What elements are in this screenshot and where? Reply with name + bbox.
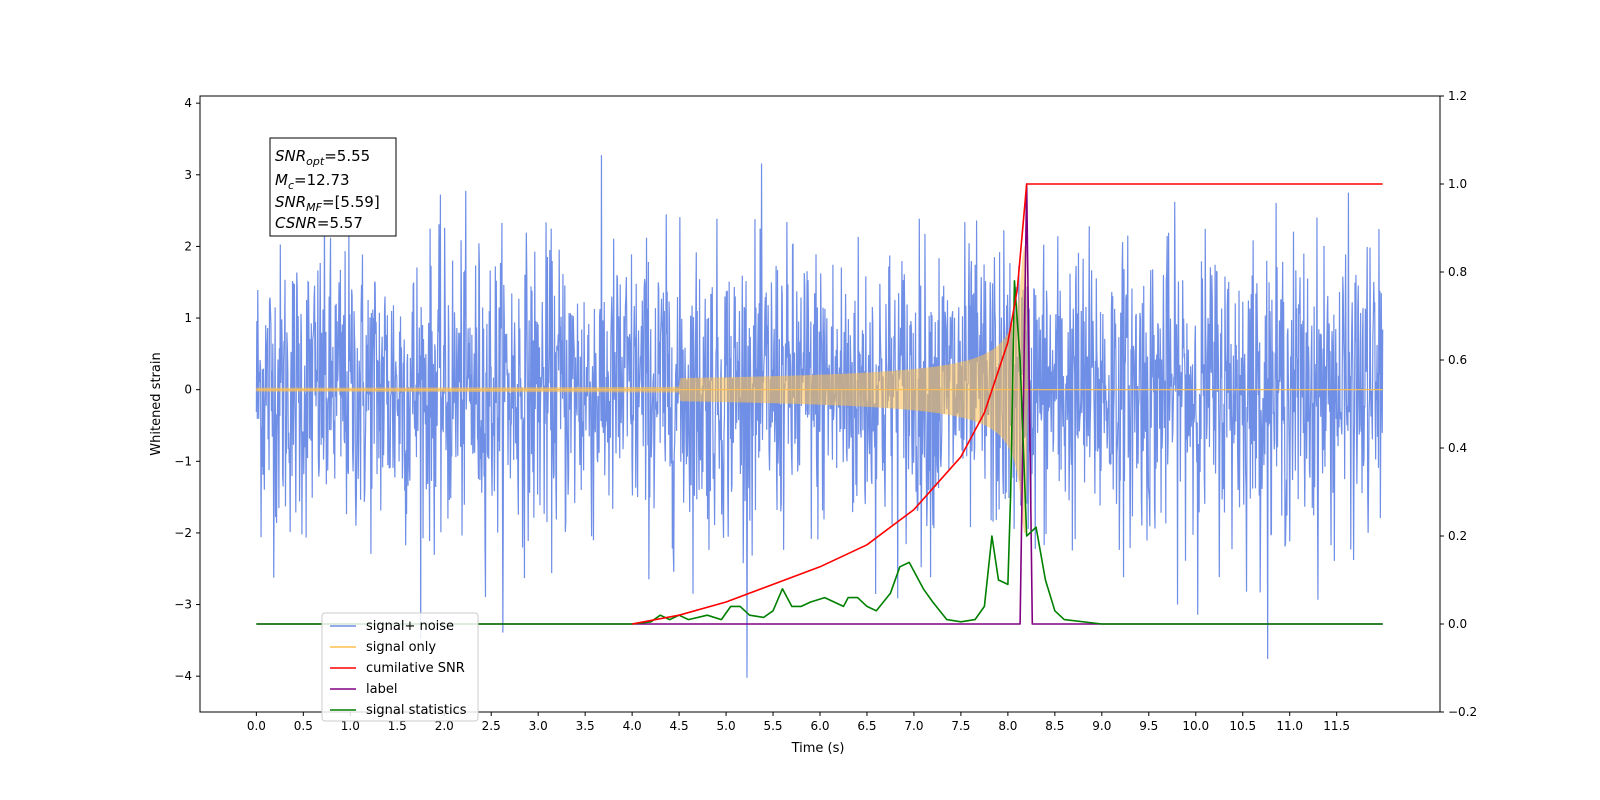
- x-tick-label: 0.0: [247, 719, 266, 733]
- x-tick-label: 11.0: [1276, 719, 1303, 733]
- y-left-tick-label: −1: [174, 454, 192, 468]
- signal-only-series: [256, 246, 1383, 533]
- y-right-tick-label: 0.6: [1448, 353, 1467, 367]
- x-axis-label: Time (s): [791, 741, 845, 756]
- x-tick-label: 10.0: [1182, 719, 1209, 733]
- y-axis-label: Whitened strain: [149, 352, 164, 455]
- y-left-tick-label: 0: [184, 383, 192, 397]
- y-right-tick-label: 0.0: [1448, 617, 1467, 631]
- x-tick-label: 2.5: [482, 719, 501, 733]
- stats-annotation: SNRopt=5.55 Mc=12.73 SNRMF=[5.59] CSNR=5…: [269, 137, 397, 237]
- y-right-tick-label: 0.2: [1448, 529, 1467, 543]
- x-tick-label: 3.5: [576, 719, 595, 733]
- x-tick-label: 4.5: [670, 719, 689, 733]
- x-tick-label: 8.0: [998, 719, 1017, 733]
- y-right-tick-label: 1.0: [1448, 177, 1467, 191]
- x-tick-label: 11.5: [1323, 719, 1350, 733]
- legend-box: [321, 612, 479, 722]
- y-left-tick-label: 4: [184, 96, 192, 110]
- x-tick-label: 8.5: [1045, 719, 1064, 733]
- legend: signal+ noise signal only cumilative SNR…: [321, 612, 479, 722]
- series-line-cumulative-snr: [631, 183, 1383, 625]
- x-tick-label: 7.0: [904, 719, 923, 733]
- y-right-tick-label: 0.8: [1448, 265, 1467, 279]
- x-tick-label: 6.5: [857, 719, 876, 733]
- x-tick-label: 9.5: [1139, 719, 1158, 733]
- x-tick-label: 10.5: [1229, 719, 1256, 733]
- y-left-tick-label: −2: [174, 526, 192, 540]
- x-tick-label: 5.5: [763, 719, 782, 733]
- x-tick-label: 5.0: [717, 719, 736, 733]
- y-right-tick-label: 0.4: [1448, 441, 1467, 455]
- y-left-tick-label: −3: [174, 598, 192, 612]
- y-left-tick-label: 1: [184, 311, 192, 325]
- legend-label-signal-statistics: signal statistics: [366, 703, 467, 718]
- x-tick-label: 2.0: [435, 719, 454, 733]
- series-line-signal-statistics: [256, 280, 1383, 625]
- legend-label-label: label: [366, 682, 397, 697]
- y-right-tick-label: 1.2: [1448, 89, 1467, 103]
- y-axis-left: 4 3 2 1 0 −1 −2 −3 −4: [174, 96, 200, 683]
- annotation-box: [269, 137, 397, 237]
- y-left-tick-label: 3: [184, 168, 192, 182]
- x-tick-label: 7.5: [951, 719, 970, 733]
- legend-label-signal-noise: signal+ noise: [366, 619, 454, 634]
- y-left-tick-label: 2: [184, 239, 192, 253]
- y-left-tick-label: −4: [174, 669, 192, 683]
- x-tick-label: 1.0: [341, 719, 360, 733]
- x-axis: 0.0 0.5 1.0 1.5 2.0 2.5 3.0 3.5 4.0 4.5 5.0 5.5 6.0 6…: [247, 712, 1350, 733]
- x-tick-label: 0.5: [294, 719, 313, 733]
- x-tick-label: 6.0: [810, 719, 829, 733]
- annotation-snr-mf: SNRMF=[5.59]: [275, 193, 380, 214]
- legend-label-cumulative-snr: cumilative SNR: [366, 661, 465, 676]
- y-axis-right: 1.2 1.0 0.8 0.6 0.4 0.2 0.0 −0.2: [1440, 89, 1477, 719]
- annotation-mc: Mc=12.73: [275, 171, 350, 192]
- x-tick-label: 1.5: [388, 719, 407, 733]
- right-axis-series: [256, 183, 1383, 625]
- x-tick-label: 3.0: [529, 719, 548, 733]
- x-tick-label: 4.0: [623, 719, 642, 733]
- annotation-snr-opt: SNRopt=5.55: [275, 147, 370, 168]
- annotation-csnr: CSNR=5.57: [275, 214, 363, 232]
- legend-label-signal-only: signal only: [366, 640, 436, 655]
- x-tick-label: 9.0: [1092, 719, 1111, 733]
- y-right-tick-label: −0.2: [1448, 705, 1477, 719]
